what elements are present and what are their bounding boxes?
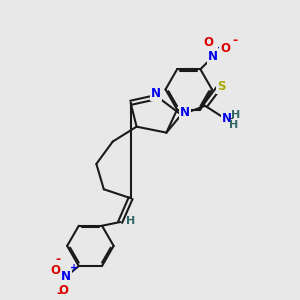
Text: H: H (231, 110, 240, 120)
Text: N: N (208, 50, 218, 63)
Text: O: O (50, 264, 60, 277)
Text: O: O (220, 42, 230, 55)
Text: O: O (203, 36, 213, 49)
Text: +: + (70, 263, 79, 273)
Text: N: N (180, 106, 190, 119)
Text: N: N (151, 87, 161, 100)
Text: S: S (217, 80, 225, 93)
Text: O: O (58, 284, 68, 297)
Text: N: N (222, 112, 232, 124)
Text: –: – (229, 113, 234, 123)
Text: -: - (57, 287, 62, 300)
Text: H: H (126, 215, 135, 226)
Text: N: N (61, 270, 71, 283)
Text: -: - (55, 253, 60, 266)
Text: -: - (232, 34, 237, 46)
Text: +: + (217, 44, 225, 53)
Text: H: H (229, 120, 238, 130)
